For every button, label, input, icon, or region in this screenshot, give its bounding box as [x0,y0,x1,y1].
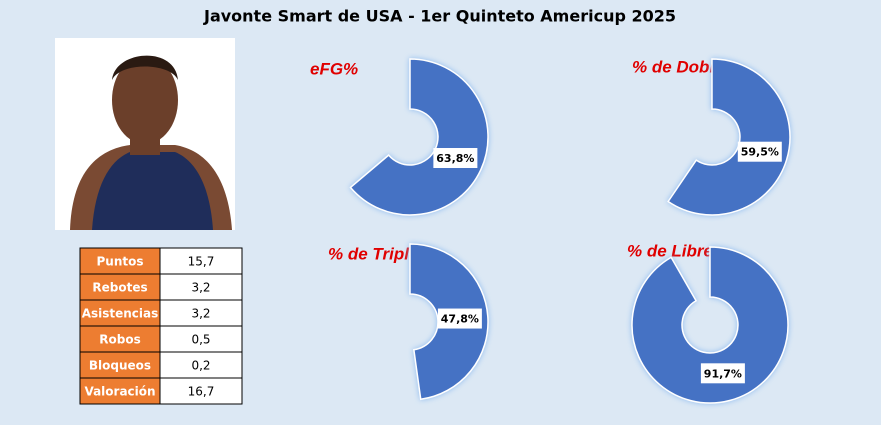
stat-label: Bloqueos [89,359,151,373]
stat-label: Asistencias [82,307,159,321]
value-cell [159,247,243,275]
value-label-box [433,148,478,169]
label-cell [79,377,161,405]
value-cell [159,351,243,379]
value-label: 63,8% [436,152,474,165]
stat-value: 0,5 [191,333,210,347]
value-label: 59,5% [741,146,779,159]
value-label-box [437,308,482,329]
stat-label: Puntos [96,255,143,269]
stat-label: Valoración [84,385,155,399]
value-label-box [737,141,782,162]
stat-value: 0,2 [191,359,210,373]
stat-value: 16,7 [188,385,215,399]
value-cell [159,377,243,405]
donut-segment [631,246,789,404]
page-title: Javonte Smart de USA - 1er Quinteto Amer… [203,7,676,26]
chart-title: % de Dobles [632,57,733,76]
donut-segment [349,58,489,216]
label-cell [79,299,161,327]
stats-table: Puntos 15,7 Rebotes 3,2 Asistencias 3,2 Robos 0… [79,247,243,405]
stat-value: 15,7 [188,255,215,269]
chart-title: % de Triples [328,244,428,263]
stat-value: 3,2 [191,281,210,295]
label-cell [79,273,161,301]
chart-title: eFG% [310,59,358,78]
value-label: 91,7% [704,367,742,380]
stat-label: Robos [99,333,140,347]
value-cell [159,325,243,353]
donut-segment [667,58,791,216]
value-label: 47,8% [441,313,479,326]
value-label-box [700,363,745,384]
stat-value: 3,2 [191,307,210,321]
player-photo [55,38,235,230]
chart-title: % de Libres [627,241,722,260]
stat-label: Rebotes [92,281,147,295]
